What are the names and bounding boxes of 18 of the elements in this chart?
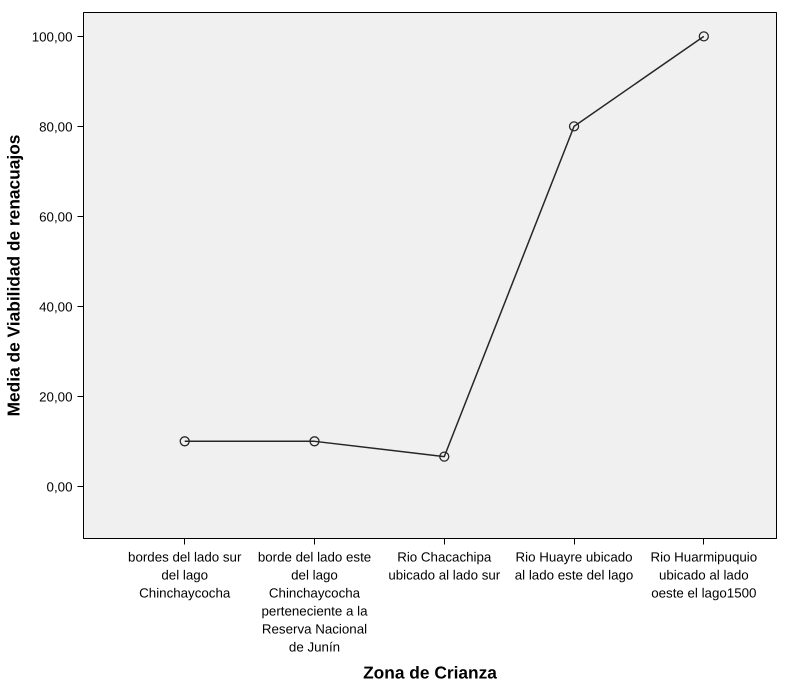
y-tick-label: 40,00 <box>39 299 73 314</box>
x-axis-title: Zona de Crianza <box>363 662 498 682</box>
point <box>568 121 580 132</box>
point <box>439 451 450 462</box>
x-tick-label: Rio Huarmipuquio ubicado al lado oeste el lago1500 <box>650 550 758 600</box>
y-tick-label: 100,00 <box>32 29 72 44</box>
y-tick-label: 60,00 <box>39 209 73 224</box>
x-tick-label: Rio Chacachipa ubicado al lado sur <box>388 550 501 582</box>
y-tick-label: 0,00 <box>46 479 73 494</box>
point <box>180 436 190 446</box>
point <box>698 31 709 42</box>
y-tick-label: 80,00 <box>39 119 73 134</box>
y-tick-label: 20,00 <box>39 389 73 404</box>
x-tick-label: Rio Huayre ubicado al lado este del lago <box>514 550 634 582</box>
y-axis-title: Media de Viabilidad de renacuajos <box>4 134 24 416</box>
x-tick-label: bordes del lado sur del lago Chinchaycocha <box>128 550 242 600</box>
x-tick-label: borde del lado este del lago Chinchaycocha perteneciente a la Reserva Nacional de Junín <box>258 550 372 654</box>
point <box>309 436 320 446</box>
